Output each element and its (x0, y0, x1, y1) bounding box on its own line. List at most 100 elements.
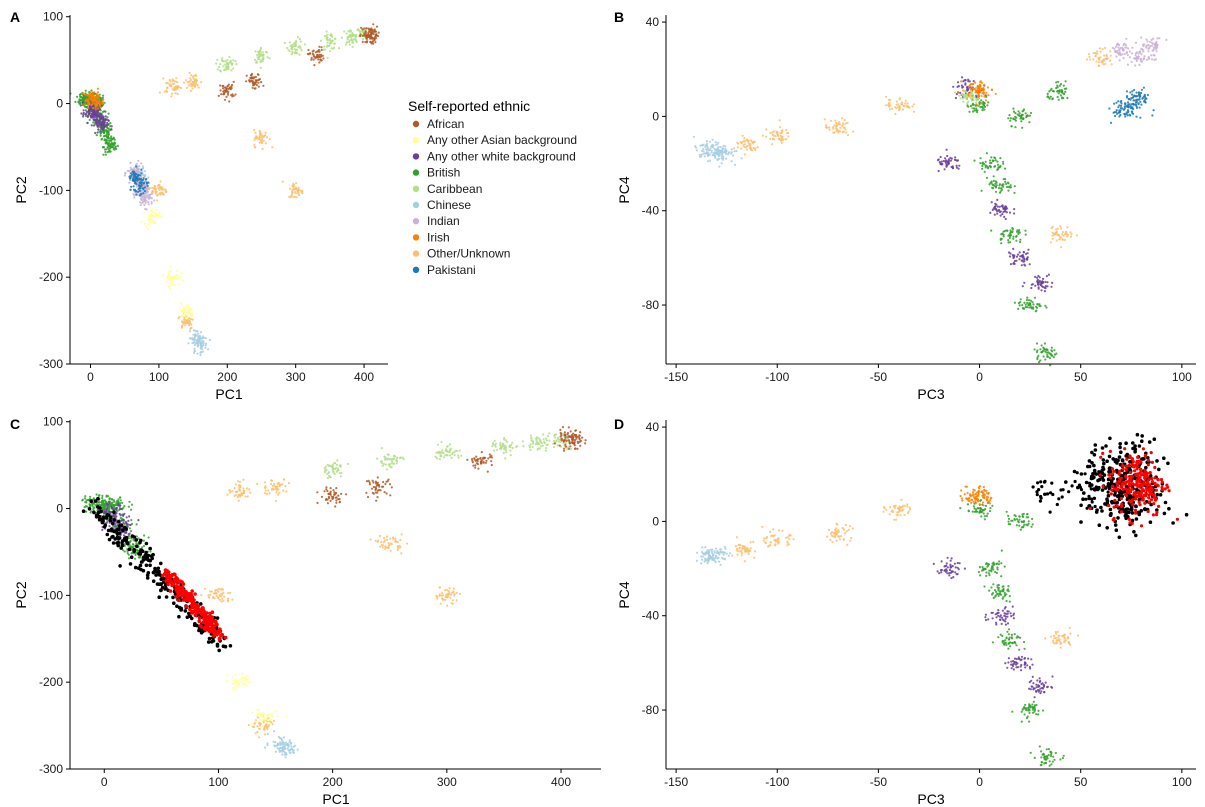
point-indian (1146, 40, 1149, 43)
x-tick-label: 50 (1074, 370, 1088, 384)
point-british (1032, 303, 1035, 306)
point-irish (987, 94, 990, 97)
point-african (225, 95, 228, 98)
point-british (1049, 89, 1052, 92)
point-indian (1150, 58, 1154, 61)
point-other-unknown (912, 110, 916, 113)
point-african (320, 48, 323, 52)
point-caribbean (354, 39, 358, 42)
point-caribbean (531, 439, 534, 443)
point-other-unknown (251, 725, 254, 728)
point-british (132, 543, 135, 546)
point-british (1007, 185, 1011, 188)
point-any-other-asian-background (155, 208, 158, 211)
point-any-other-asian-background (182, 307, 186, 310)
point-caribbean (329, 39, 332, 43)
panel-c-points (81, 426, 587, 759)
point-african (327, 492, 330, 496)
point-any-other-asian-background (142, 212, 146, 215)
point-british (992, 179, 996, 182)
point-indian (147, 201, 150, 204)
point-chinese (284, 747, 287, 751)
point-chinese (196, 330, 199, 333)
point-other-unknown (779, 126, 782, 129)
point-other-unknown (1054, 232, 1057, 235)
point-any-other-asian-background (245, 684, 248, 687)
point-british (107, 144, 110, 147)
point-chinese (201, 337, 204, 340)
point-chinese (714, 141, 717, 144)
point-british (1000, 242, 1003, 245)
point-any-other-white-background (98, 123, 101, 126)
point-other-unknown (274, 499, 278, 503)
point-chinese (201, 335, 205, 338)
point-any-other-asian-background (187, 304, 190, 307)
point-african (574, 447, 577, 450)
point-british (1040, 344, 1043, 347)
point-pakistani (140, 168, 143, 171)
point-other-unknown (775, 132, 779, 135)
point-chinese (197, 335, 200, 338)
point-any-other-asian-background (266, 715, 269, 718)
point-any-other-white-background (1027, 248, 1030, 251)
point-african (253, 83, 256, 86)
point-african (338, 501, 341, 504)
point-other-unknown (159, 192, 162, 195)
point-other-unknown (195, 82, 198, 85)
point-any-other-white-background (944, 160, 947, 163)
point-other-unknown (264, 492, 267, 495)
point-african (374, 30, 378, 33)
point-african (584, 439, 587, 442)
point-any-other-white-background (956, 81, 960, 84)
point-british (123, 550, 126, 553)
panel-b-y-title: PC4 (616, 176, 632, 203)
point-any-other-asian-background (175, 274, 178, 277)
point-pakistani (137, 187, 140, 190)
point-indian (1150, 44, 1154, 47)
point-other-unknown (158, 188, 161, 191)
point-chinese (263, 746, 267, 749)
point-african (320, 46, 323, 49)
point-any-other-asian-background (234, 682, 237, 686)
point-other-unknown (895, 100, 898, 103)
point-indian (1152, 46, 1155, 49)
point-other-unknown (253, 129, 256, 132)
x-tick-label: 300 (286, 370, 306, 384)
point-chinese (188, 330, 192, 333)
point-british (993, 165, 996, 168)
point-caribbean (504, 439, 508, 442)
point-other-unknown (1092, 52, 1095, 55)
point-other-unknown (832, 131, 835, 134)
point-british (975, 107, 978, 110)
point-any-other-white-background (1034, 284, 1037, 287)
point-any-other-asian-background (184, 311, 187, 314)
point-african (311, 50, 314, 53)
point-african (370, 32, 373, 35)
point-british (989, 162, 992, 165)
point-caribbean (493, 439, 496, 443)
point-any-other-asian-background (186, 307, 189, 311)
point-british (130, 519, 133, 522)
point-chinese (199, 331, 203, 334)
point-caribbean (546, 443, 549, 446)
point-british (979, 157, 982, 160)
point-any-other-asian-background (150, 213, 153, 216)
point-british (1019, 301, 1022, 304)
point-any-other-white-background (936, 159, 940, 162)
point-irish (94, 95, 97, 99)
point-african (360, 26, 363, 29)
panel-letter-b: B (614, 9, 624, 25)
point-african (567, 426, 570, 429)
point-british (105, 140, 108, 143)
point-other-unknown (843, 118, 846, 122)
point-indian (1121, 46, 1124, 49)
point-other-unknown (778, 137, 781, 140)
point-caribbean (339, 475, 342, 478)
point-any-other-white-background (101, 117, 104, 120)
point-caribbean (333, 42, 336, 45)
point-indian (1154, 42, 1158, 45)
point-caribbean (256, 56, 259, 59)
point-other-unknown (271, 723, 274, 726)
point-british (1018, 304, 1021, 307)
point-any-other-asian-background (187, 309, 190, 313)
